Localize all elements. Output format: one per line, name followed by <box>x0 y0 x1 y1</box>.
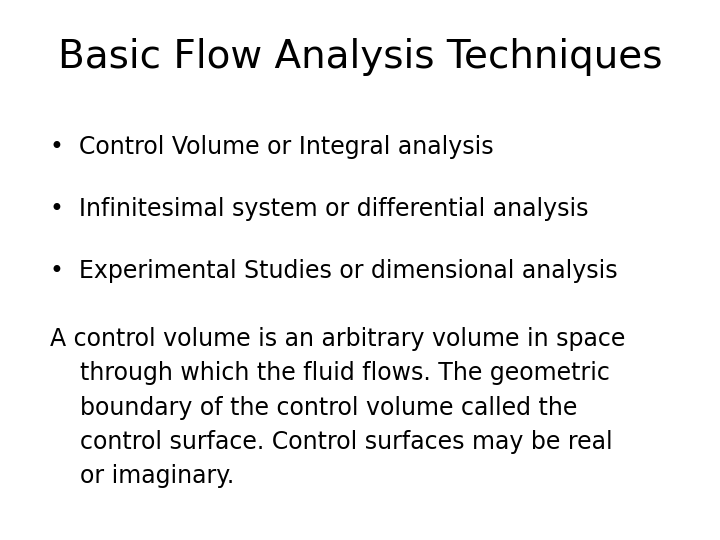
Text: •  Experimental Studies or dimensional analysis: • Experimental Studies or dimensional an… <box>50 259 618 283</box>
Text: Basic Flow Analysis Techniques: Basic Flow Analysis Techniques <box>58 38 662 76</box>
Text: A control volume is an arbitrary volume in space
    through which the fluid flo: A control volume is an arbitrary volume … <box>50 327 626 489</box>
Text: •  Control Volume or Integral analysis: • Control Volume or Integral analysis <box>50 135 494 159</box>
Text: •  Infinitesimal system or differential analysis: • Infinitesimal system or differential a… <box>50 197 589 221</box>
